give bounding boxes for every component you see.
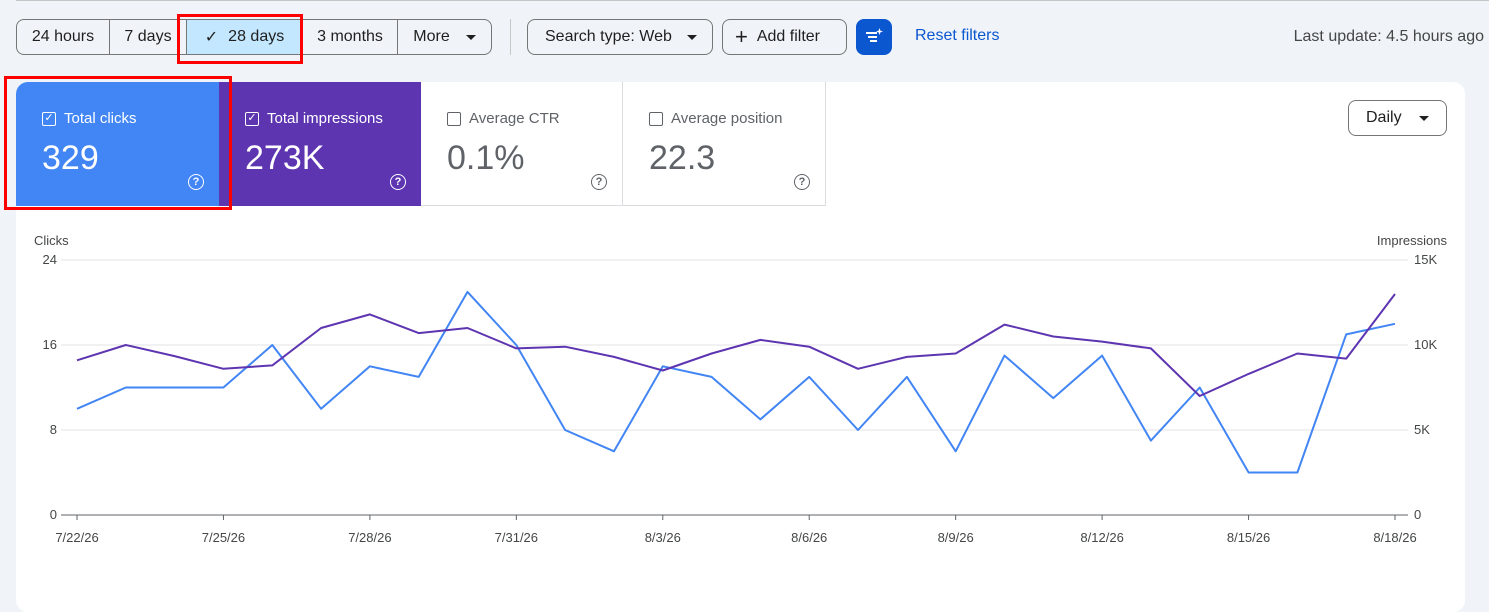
x-tick-label: 7/25/26	[202, 530, 245, 545]
y-right-tick-label: 10K	[1414, 337, 1437, 352]
performance-card: ✓ Total clicks 329 ? ✓ Total impressions…	[16, 82, 1465, 612]
chevron-down-icon	[465, 34, 476, 40]
metric-header: ✓ Total clicks	[42, 110, 137, 127]
range-label: 7 days	[124, 28, 172, 45]
metric-label: Average position	[671, 110, 783, 127]
metric-header: ✓ Total impressions	[245, 110, 383, 127]
chevron-down-icon	[686, 34, 697, 40]
x-tick-label: 8/9/26	[938, 530, 974, 545]
range-label: 3 months	[317, 28, 383, 45]
metric-value: 329	[42, 139, 99, 177]
x-tick-label: 7/28/26	[348, 530, 391, 545]
granularity-label: Daily	[1366, 109, 1402, 126]
help-icon[interactable]: ?	[794, 174, 810, 190]
x-tick-label: 8/18/26	[1373, 530, 1416, 545]
checkbox-unchecked-icon[interactable]	[649, 111, 663, 126]
y-left-axis-title: Clicks	[34, 233, 69, 248]
metric-label: Total impressions	[267, 110, 383, 127]
range-24-hours[interactable]: 24 hours	[17, 20, 110, 54]
series-line-impressions	[76, 293, 1396, 397]
metric-card-total-impressions[interactable]: ✓ Total impressions 273K ?	[219, 82, 421, 206]
x-tick-label: 8/3/26	[645, 530, 681, 545]
add-filter-button[interactable]: + Add filter	[722, 19, 847, 55]
y-left-tick-label: 8	[50, 422, 57, 437]
performance-chart: Clicks Impressions 0 0 8 5K 16 10K 24 15K 7/22/26 7…	[34, 233, 1448, 545]
toolbar-divider	[510, 19, 511, 55]
x-tick-label: 7/22/26	[55, 530, 98, 545]
range-more-dropdown[interactable]: More	[398, 20, 491, 54]
y-right-tick-label: 15K	[1414, 252, 1437, 267]
help-icon[interactable]: ?	[390, 174, 406, 190]
check-icon: ✓	[204, 29, 219, 46]
filter-settings-button[interactable]	[856, 19, 892, 55]
series-line-clicks	[76, 290, 1396, 474]
add-filter-label: Add filter	[756, 28, 820, 45]
reset-filters-link[interactable]: Reset filters	[915, 27, 1000, 44]
y-left-tick-label: 0	[50, 507, 57, 522]
metric-card-average-position[interactable]: Average position 22.3 ?	[623, 82, 826, 206]
range-label: 24 hours	[31, 28, 95, 45]
metric-value: 273K	[245, 139, 325, 177]
granularity-dropdown[interactable]: Daily	[1348, 100, 1447, 136]
last-update-text: Last update: 4.5 hours ago	[1293, 28, 1484, 45]
metric-header: Average position	[649, 110, 782, 127]
help-icon[interactable]: ?	[188, 174, 204, 190]
top-divider	[16, 0, 1489, 1]
range-7-days[interactable]: 7 days	[110, 20, 187, 54]
metric-value: 0.1%	[447, 139, 525, 177]
metric-label: Average CTR	[469, 110, 560, 127]
range-label: More	[413, 28, 450, 45]
date-range-selector: 24 hours 7 days ✓ 28 days 3 months More	[16, 19, 492, 55]
x-tick-label: 8/15/26	[1227, 530, 1270, 545]
y-left-tick-label: 16	[43, 337, 57, 352]
x-tick-label: 8/12/26	[1080, 530, 1123, 545]
metric-header: Average CTR	[447, 110, 560, 127]
plus-icon: +	[735, 24, 748, 49]
y-right-axis-title: Impressions	[1377, 233, 1448, 248]
checkbox-checked-icon[interactable]: ✓	[245, 111, 259, 126]
y-right-tick-label: 5K	[1414, 422, 1430, 437]
y-left-tick-label: 24	[43, 252, 57, 267]
search-type-dropdown[interactable]: Search type: Web	[527, 19, 713, 55]
filter-sparkle-icon	[866, 28, 883, 42]
metric-value: 22.3	[649, 139, 716, 177]
y-right-tick-label: 0	[1414, 507, 1421, 522]
x-tick-label: 7/31/26	[495, 530, 538, 545]
range-label: 28 days	[228, 28, 285, 45]
metric-label: Total clicks	[64, 110, 137, 127]
search-type-label: Search type: Web	[545, 28, 672, 45]
help-icon[interactable]: ?	[591, 174, 607, 190]
chevron-down-icon	[1418, 115, 1429, 121]
x-tick-label: 8/6/26	[791, 530, 827, 545]
metric-card-total-clicks[interactable]: ✓ Total clicks 329 ?	[16, 82, 219, 206]
metric-card-average-ctr[interactable]: Average CTR 0.1% ?	[421, 82, 623, 206]
range-28-days[interactable]: ✓ 28 days	[187, 20, 303, 54]
range-3-months[interactable]: 3 months	[303, 20, 398, 54]
checkbox-checked-icon[interactable]: ✓	[42, 111, 56, 126]
checkbox-unchecked-icon[interactable]	[447, 111, 461, 126]
